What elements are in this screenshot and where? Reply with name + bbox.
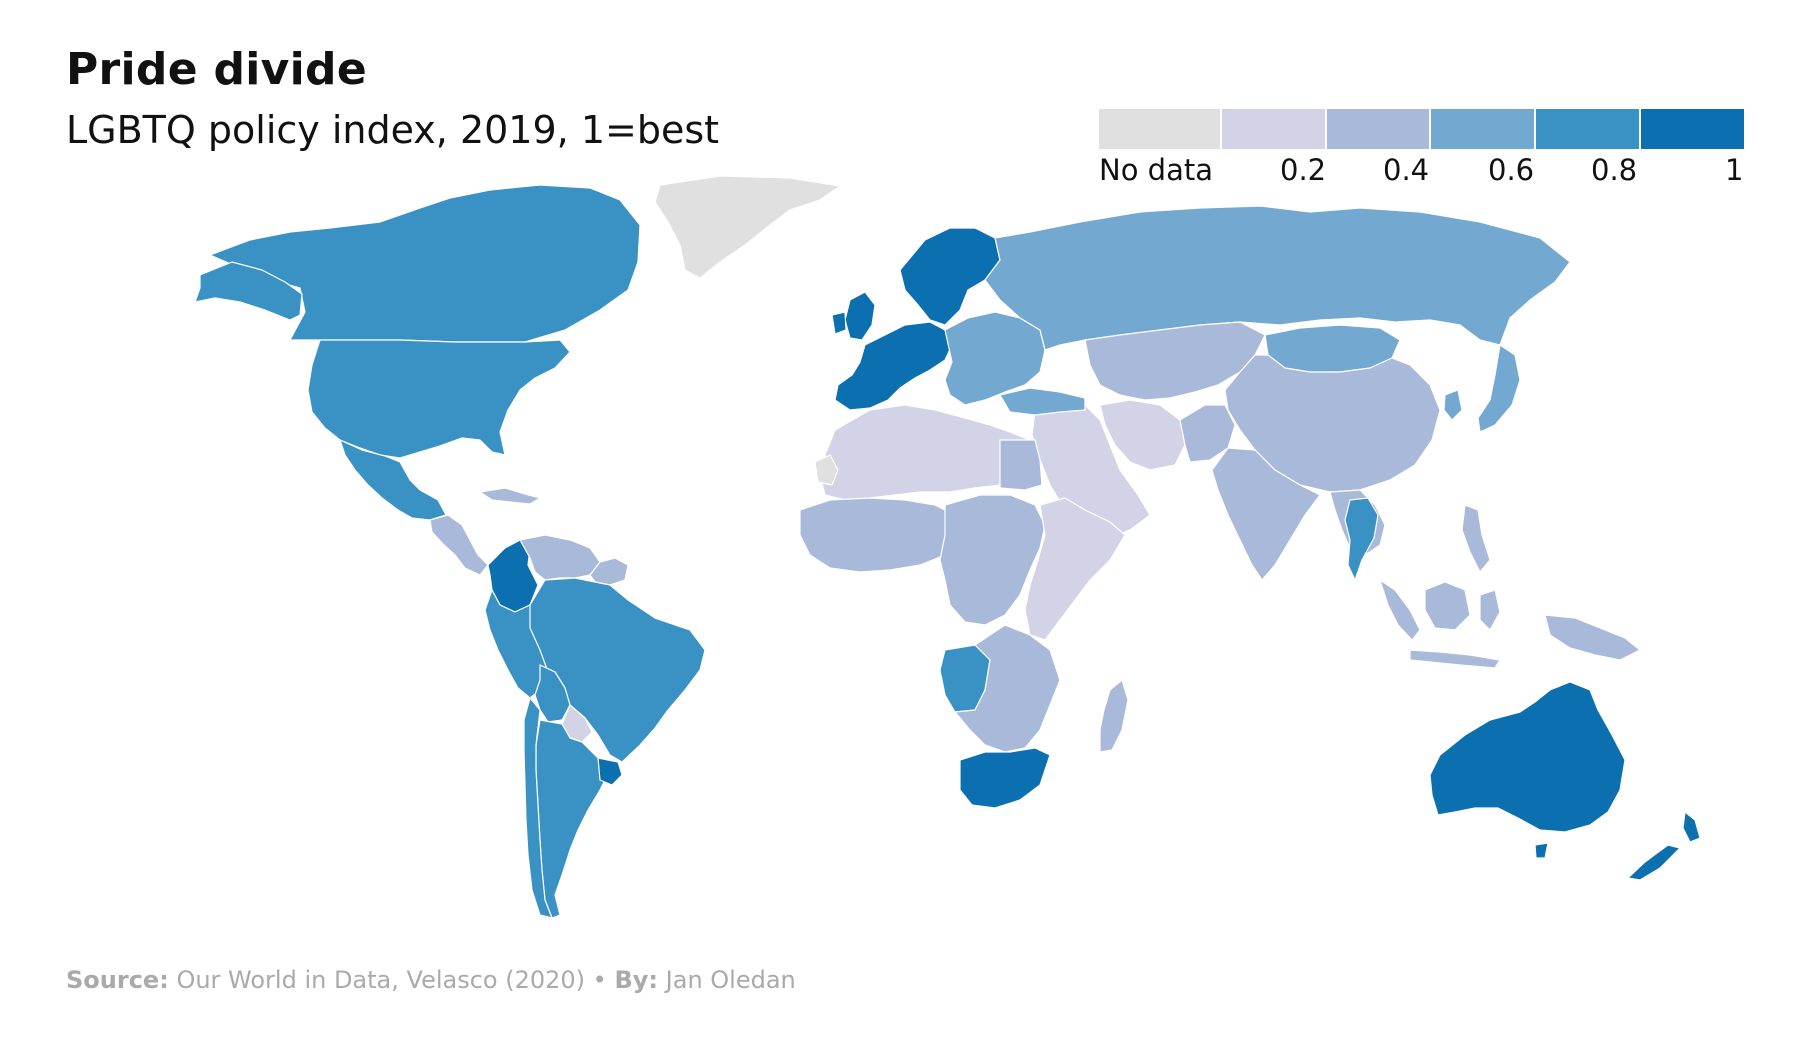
region-indonesia-java	[1409, 649, 1501, 669]
region-scandinavia	[899, 227, 1001, 326]
credit-separator: •	[592, 966, 607, 994]
region-iran	[1099, 399, 1186, 471]
region-japan	[1477, 344, 1521, 433]
region-thailand	[1344, 497, 1379, 581]
region-argentina	[535, 719, 611, 919]
world-map	[0, 170, 1800, 940]
region-bolivia	[534, 664, 571, 723]
region-indonesia-sulawesi	[1479, 589, 1501, 631]
source-label: Source:	[66, 966, 169, 994]
region-tasmania	[1534, 842, 1549, 859]
region-egypt	[999, 439, 1043, 491]
region-south-africa	[959, 747, 1051, 809]
by-label: By:	[614, 966, 659, 994]
region-india	[1211, 447, 1321, 581]
region-new-zealand-north	[1682, 811, 1701, 843]
region-australia	[1429, 681, 1626, 833]
region-chile	[523, 697, 553, 919]
region-venezuela	[519, 534, 601, 581]
legend-swatch-no-data	[1099, 109, 1220, 149]
region-united-states	[307, 339, 571, 459]
legend-swatches	[1099, 109, 1744, 149]
legend-swatch-bin3	[1431, 109, 1534, 149]
region-madagascar	[1099, 679, 1129, 753]
map-legend: No data 0.2 0.4 0.6 0.8 1	[1099, 109, 1744, 189]
legend-tick-0-8: 0.8	[1591, 153, 1638, 187]
legend-swatch-bin4	[1536, 109, 1639, 149]
source-text: Our World in Data, Velasco (2020)	[176, 966, 586, 994]
page-title: Pride divide	[66, 44, 367, 95]
region-southern-africa	[954, 624, 1061, 753]
region-central-africa	[939, 494, 1046, 626]
region-indonesia-borneo	[1424, 581, 1471, 631]
legend-swatch-bin1	[1222, 109, 1325, 149]
region-caribbean	[479, 487, 541, 505]
region-new-zealand-south	[1627, 844, 1681, 881]
page-subtitle: LGBTQ policy index, 2019, 1=best	[66, 108, 720, 152]
region-china	[1224, 354, 1441, 493]
region-western-sahara	[814, 454, 839, 486]
region-greenland	[654, 175, 841, 279]
region-colombia	[487, 539, 539, 613]
region-korea	[1443, 389, 1463, 421]
region-alaska	[194, 261, 303, 321]
legend-tick-0-4: 0.4	[1383, 153, 1430, 187]
legend-swatch-bin5	[1641, 109, 1744, 149]
region-russia	[984, 205, 1571, 351]
legend-tick-0-6: 0.6	[1488, 153, 1535, 187]
region-turkey	[999, 387, 1086, 416]
legend-tick-1: 1	[1725, 153, 1744, 187]
region-ireland	[831, 311, 847, 335]
region-canada	[209, 184, 641, 343]
region-uk	[844, 291, 876, 341]
region-indonesia-sumatra	[1379, 579, 1421, 641]
region-philippines	[1461, 504, 1491, 573]
region-uruguay	[597, 757, 623, 786]
legend-label-no-data: No data	[1099, 153, 1213, 187]
region-png	[1544, 614, 1641, 661]
region-west-africa	[799, 497, 961, 573]
region-middle-east	[1031, 399, 1151, 543]
legend-tick-0-2: 0.2	[1280, 153, 1327, 187]
region-east-africa	[1024, 497, 1126, 641]
region-central-america	[429, 514, 489, 576]
world-map-svg	[194, 175, 1701, 919]
source-credit: Source: Our World in Data, Velasco (2020…	[66, 966, 796, 994]
author-name: Jan Oledan	[665, 966, 796, 994]
region-guianas	[589, 557, 629, 586]
region-western-europe	[834, 321, 953, 411]
region-eastern-europe	[944, 311, 1046, 406]
legend-swatch-bin2	[1327, 109, 1429, 149]
region-central-asia	[1084, 321, 1266, 401]
